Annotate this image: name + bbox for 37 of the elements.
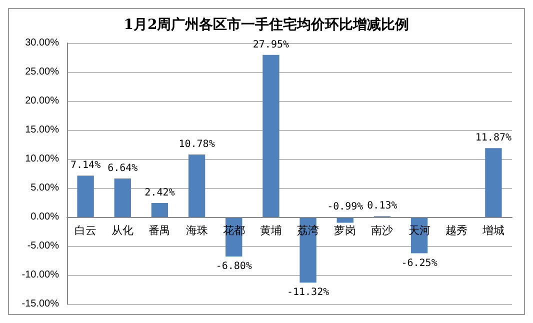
x-tick-label: 从化	[112, 224, 134, 237]
y-tick-label: 5.00%	[30, 182, 60, 194]
data-label: -11.32%	[286, 287, 330, 298]
data-label: 10.78%	[178, 138, 215, 150]
y-tick-label: 20.00%	[25, 96, 60, 106]
y-tick-label: -10.00%	[22, 270, 60, 280]
x-tick-label: 越秀	[445, 224, 468, 237]
bar	[485, 148, 502, 217]
data-label: -0.99%	[327, 202, 364, 212]
x-tick-label: 南沙	[371, 224, 394, 237]
data-label: 27.95%	[252, 39, 290, 50]
x-tick-label: 白云	[74, 224, 97, 237]
y-tick-label: 25.00%	[25, 66, 60, 78]
y-tick-label: 30.00%	[25, 38, 60, 48]
y-tick-label: 0.00%	[30, 212, 60, 222]
data-label: 0.13%	[367, 200, 398, 212]
y-tick-label: 10.00%	[25, 154, 60, 164]
data-label: -6.25%	[401, 258, 438, 269]
bar	[188, 154, 206, 217]
y-tick-label: -15.00%	[22, 298, 60, 310]
chart-title: 1月2周广州各区市一手住宅均价环比增减比例	[124, 16, 410, 33]
bar	[151, 202, 168, 217]
data-label: 6.64%	[108, 162, 138, 174]
x-tick-label: 海珠	[186, 224, 208, 237]
data-label: 7.14%	[70, 160, 101, 172]
bar	[114, 178, 131, 217]
data-label: -6.80%	[216, 260, 252, 272]
data-label: 2.42%	[144, 187, 175, 198]
bar	[77, 176, 94, 217]
bar	[262, 54, 280, 217]
y-tick-label: 15.00%	[25, 124, 60, 136]
x-tick-label: 增城	[481, 224, 504, 237]
x-tick-label: 黄埔	[260, 224, 282, 237]
y-tick-label: -5.00%	[27, 240, 60, 252]
x-tick-label: 萝岗	[334, 224, 356, 237]
x-tick-label: 番禺	[148, 224, 171, 237]
data-label: 11.87%	[475, 132, 512, 144]
